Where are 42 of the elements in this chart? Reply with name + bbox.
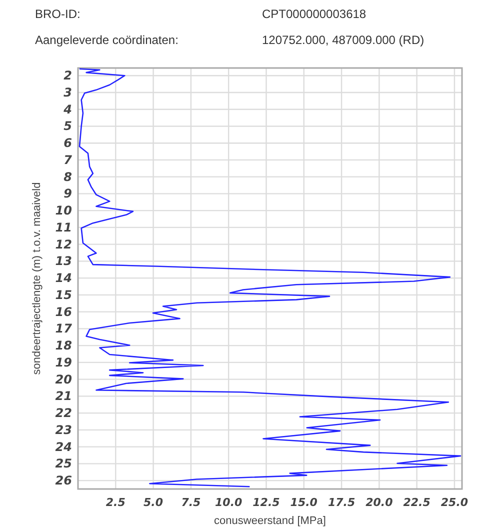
y-tick-label: 7 [64,152,73,167]
y-tick-label: 9 [64,186,72,201]
y-tick-label: 17 [55,322,73,336]
y-tick-label: 6 [64,136,72,150]
x-tick-label: 7.5 [181,496,202,509]
x-tick-label: 2.5 [106,496,126,509]
y-tick-label: 26 [55,474,72,488]
text: CPT000000003618 [262,7,366,21]
y-tick-label: 21 [55,389,72,404]
text: Aangeleverde coördinaten: [35,33,178,47]
y-tick-label: 12 [55,237,72,252]
y-tick-label: 13 [55,254,72,268]
y-tick-label: 11 [55,220,72,234]
x-tick-label: 22.5 [403,496,431,509]
y-tick-label: 14 [55,271,72,286]
text: 120752.000, 487009.000 (RD) [262,33,424,47]
line-series [78,68,462,488]
x-tick-label: 15.0 [290,496,318,509]
x-tick-label: 12.5 [252,496,280,509]
y-tick-label: 2 [64,68,72,83]
y-tick-label: 5 [64,119,72,134]
x-tick-label: 20.0 [366,496,394,509]
x-axis-title: conusweerstand [MPa] [214,515,326,527]
y-tick-label: 15 [55,288,72,302]
x-tick-label: 5.0 [144,496,164,509]
y-tick-label: 19 [55,355,72,370]
y-tick-label: 16 [55,304,72,319]
y-tick-label: 8 [64,170,72,184]
y-tick-label: 24 [55,440,72,454]
x-tick-label: 17.5 [328,496,356,509]
y-tick-label: 25 [55,456,72,471]
y-tick-label: 10 [55,204,72,218]
y-tick-label: 3 [64,85,72,100]
y-tick-label: 18 [55,338,72,353]
x-tick-label: 10.0 [215,496,243,509]
text: BRO-ID: [35,7,80,21]
y-tick-label: 23 [55,422,72,437]
x-tick-label: 25.0 [440,496,468,509]
y-axis-title: sondeertrajectlengte (m) t.o.v. maaiveld [31,182,43,375]
y-tick-label: 20 [55,372,72,386]
y-tick-label: 22 [55,406,72,420]
y-tick-label: 4 [62,102,72,116]
